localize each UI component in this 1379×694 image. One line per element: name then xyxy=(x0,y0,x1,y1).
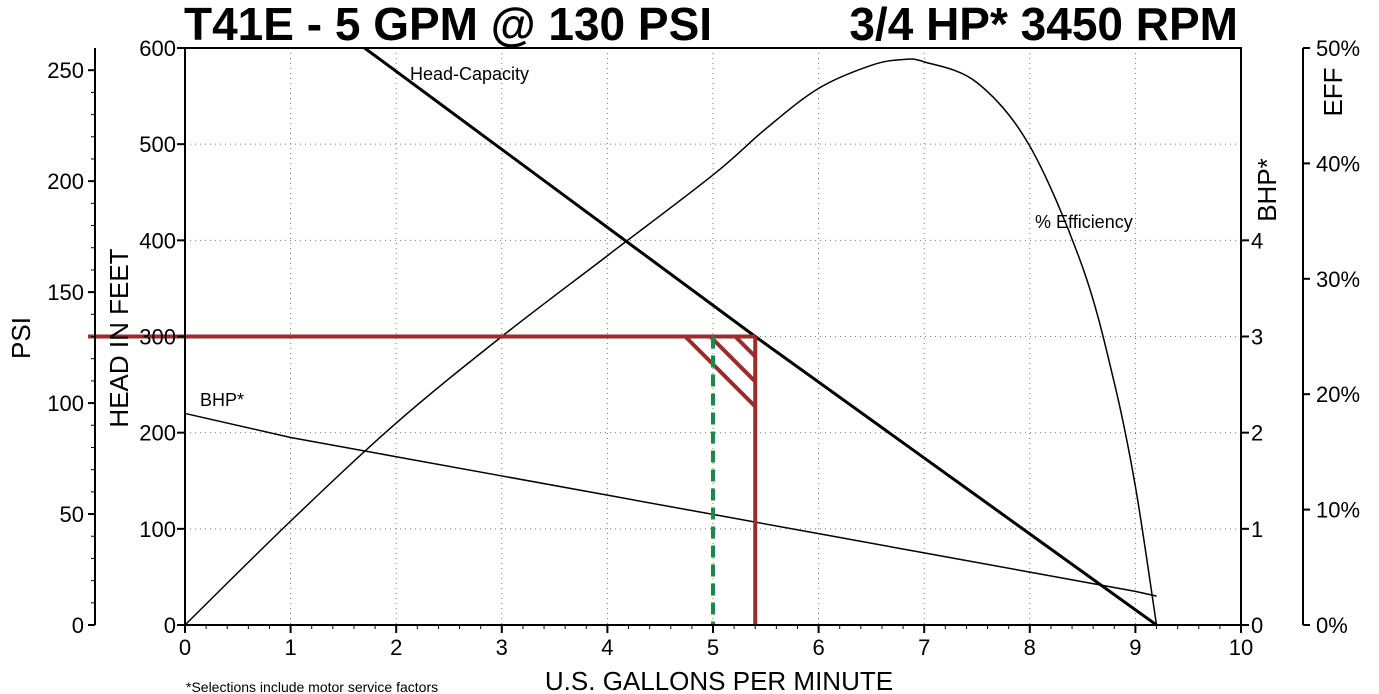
chart-title-right: 3/4 HP* 3450 RPM xyxy=(849,0,1238,50)
efficiency-label: % Efficiency xyxy=(1035,212,1133,232)
bhp-curve xyxy=(184,412,1157,597)
psi-tick-label: 50 xyxy=(60,502,84,527)
operating-point-highlight xyxy=(88,334,758,625)
bhp-tick-label: 1 xyxy=(1251,517,1263,542)
eff-tick-label: 40% xyxy=(1316,151,1360,176)
x-tick-label: 10 xyxy=(1229,635,1253,660)
bhp-tick-label: 0 xyxy=(1251,613,1263,638)
eff-tick-label: 30% xyxy=(1316,267,1360,292)
psi-tick-label: 200 xyxy=(47,169,84,194)
x-tick-label: 1 xyxy=(284,635,296,660)
psi-tick-label: 150 xyxy=(47,280,84,305)
footnote: *Selections include motor service factor… xyxy=(186,679,438,694)
x-axis-title: U.S. GALLONS PER MINUTE xyxy=(545,666,893,694)
efficiency-curve xyxy=(184,58,1158,626)
bhp-curve-label: BHP* xyxy=(200,390,244,410)
head-tick-label: 600 xyxy=(139,36,176,61)
head-tick-label: 300 xyxy=(139,325,176,350)
eff-tick-label: 0% xyxy=(1316,613,1348,638)
psi-tick-label: 0 xyxy=(72,613,84,638)
psi-axis-title: PSI xyxy=(6,317,36,359)
x-tick-label: 7 xyxy=(918,635,930,660)
chart-title-left: T41E - 5 GPM @ 130 PSI xyxy=(184,0,712,50)
eff-tick-label: 10% xyxy=(1316,498,1360,523)
eff-tick-label: 50% xyxy=(1316,36,1360,61)
eff-tick-label: 20% xyxy=(1316,382,1360,407)
x-tick-label: 5 xyxy=(707,635,719,660)
head-tick-label: 500 xyxy=(139,132,176,157)
tolerance-hatch xyxy=(733,335,757,358)
curves: Head-Capacity % Efficiency BHP* xyxy=(184,46,1158,627)
bhp-tick-label: 3 xyxy=(1251,325,1263,350)
psi-tick-label: 250 xyxy=(47,58,84,83)
x-tick-label: 9 xyxy=(1129,635,1141,660)
head-tick-label: 400 xyxy=(139,228,176,253)
head-tick-label: 200 xyxy=(139,421,176,446)
x-tick-label: 0 xyxy=(179,635,191,660)
bhp-axis-title: BHP* xyxy=(1252,158,1282,222)
head-capacity-label: Head-Capacity xyxy=(410,64,529,84)
eff-axis-title: EFF xyxy=(1318,67,1348,116)
x-tick-label: 8 xyxy=(1024,635,1036,660)
x-tick-label: 2 xyxy=(390,635,402,660)
psi-tick-label: 100 xyxy=(47,391,84,416)
head-axis-title: HEAD IN FEET xyxy=(104,248,134,427)
x-tick-label: 3 xyxy=(496,635,508,660)
tolerance-hatch xyxy=(708,335,757,383)
x-tick-label: 6 xyxy=(812,635,824,660)
axes: 0 1 2 3 4 5 6 7 8 9 100100200300400500600050100150… xyxy=(47,36,1360,660)
bhp-tick-label: 2 xyxy=(1251,421,1263,446)
tolerance-hatch xyxy=(683,335,757,408)
head-tick-label: 100 xyxy=(139,517,176,542)
bhp-tick-label: 4 xyxy=(1251,228,1263,253)
x-tick-label: 4 xyxy=(601,635,613,660)
head-tick-label: 0 xyxy=(164,613,176,638)
